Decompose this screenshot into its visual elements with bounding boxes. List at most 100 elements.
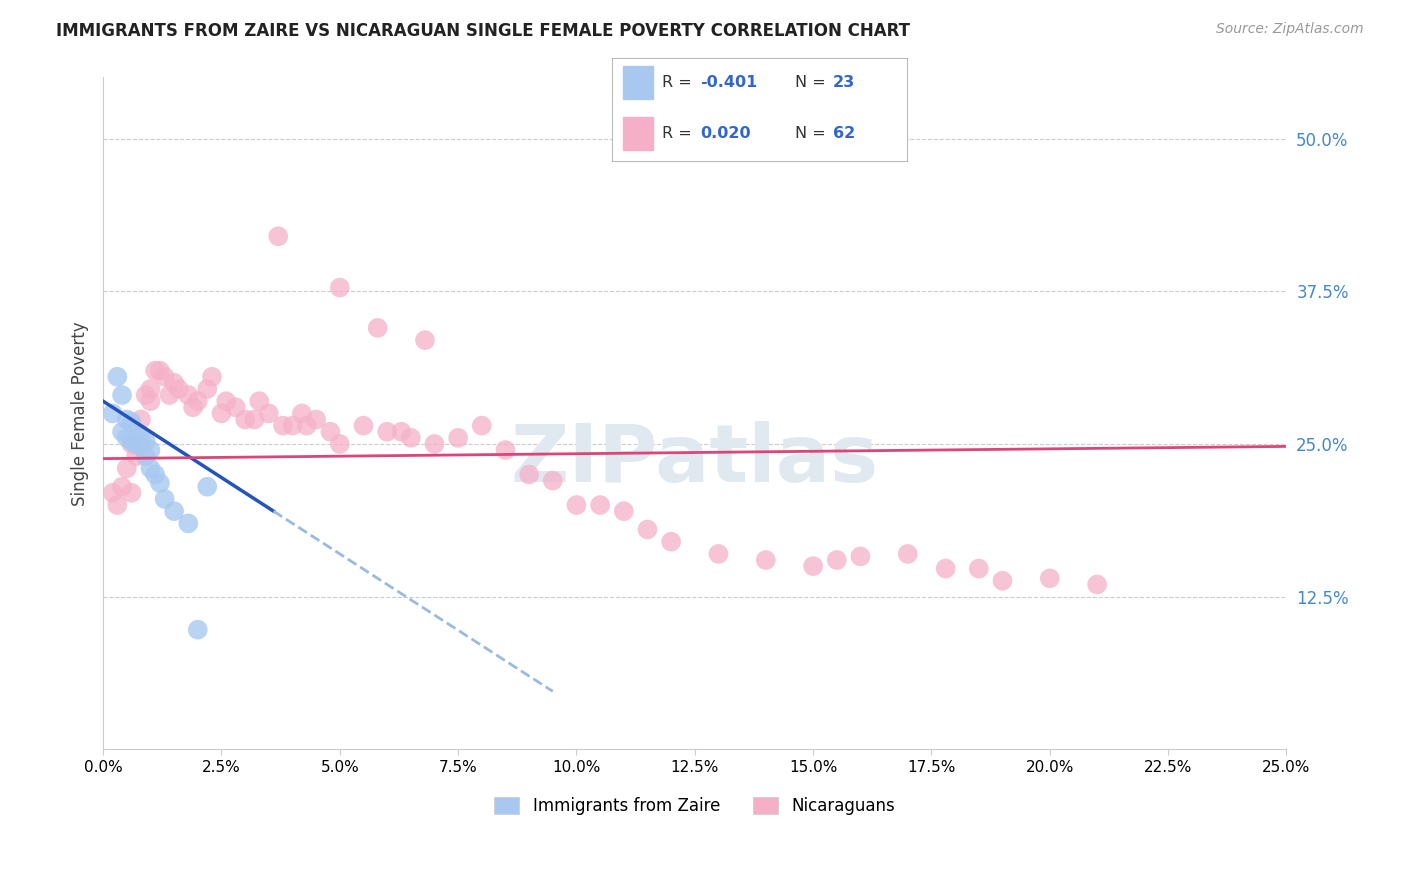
Point (187, 623, 209, 637)
Point (125, 425, 148, 439)
Point (271, 418, 294, 433)
Point (329, 437, 352, 451)
Point (167, 382, 190, 396)
Text: 62: 62 (832, 127, 855, 142)
Point (215, 394, 238, 409)
Point (423, 437, 446, 451)
Point (367, 321, 389, 335)
Point (129, 431, 152, 445)
Bar (623, 66, 652, 99)
Point (121, 485, 143, 500)
Point (101, 406, 124, 420)
Point (121, 437, 143, 451)
Point (195, 382, 218, 396)
Point (143, 467, 166, 482)
Point (101, 485, 124, 500)
Point (991, 574, 1014, 588)
Text: 0.020: 0.020 (700, 127, 751, 142)
Point (105, 498, 128, 512)
Legend: Immigrants from Zaire, Nicaraguans: Immigrants from Zaire, Nicaraguans (488, 790, 903, 822)
Point (115, 461, 138, 475)
Point (389, 425, 412, 439)
Point (157, 388, 180, 402)
Point (115, 412, 138, 426)
Point (187, 394, 209, 409)
Text: IMMIGRANTS FROM ZAIRE VS NICARAGUAN SINGLE FEMALE POVERTY CORRELATION CHART: IMMIGRANTS FROM ZAIRE VS NICARAGUAN SING… (56, 22, 910, 40)
Point (105, 369, 128, 384)
Point (305, 412, 328, 426)
Point (143, 364, 166, 378)
Point (163, 376, 186, 390)
Point (163, 504, 186, 518)
Text: -0.401: -0.401 (700, 75, 758, 90)
Text: N =: N = (794, 127, 831, 142)
Point (637, 523, 659, 537)
Point (135, 449, 157, 463)
Point (181, 401, 204, 415)
Point (801, 559, 824, 574)
Y-axis label: Single Female Poverty: Single Female Poverty (72, 321, 89, 506)
Point (121, 434, 143, 449)
Point (541, 474, 564, 488)
Point (257, 406, 280, 420)
Point (135, 434, 157, 449)
Point (319, 425, 342, 439)
Point (849, 549, 872, 564)
Point (247, 394, 270, 409)
Point (149, 476, 172, 491)
Point (139, 443, 162, 458)
Point (825, 553, 848, 567)
Point (233, 412, 256, 426)
Point (129, 412, 152, 426)
Point (177, 516, 200, 531)
Text: N =: N = (794, 75, 831, 90)
Point (413, 333, 436, 347)
Bar (623, 118, 652, 150)
Text: R =: R = (662, 75, 697, 90)
Point (935, 561, 957, 575)
Point (589, 498, 612, 512)
Point (295, 418, 318, 433)
Point (139, 382, 162, 396)
Point (225, 401, 247, 415)
Point (329, 280, 352, 294)
Text: Source: ZipAtlas.com: Source: ZipAtlas.com (1216, 22, 1364, 37)
Point (967, 561, 990, 575)
Point (149, 364, 172, 378)
Point (125, 449, 148, 463)
Point (353, 418, 375, 433)
Point (111, 425, 134, 439)
Point (281, 418, 304, 433)
Point (1039, 571, 1062, 585)
Point (121, 415, 143, 429)
Point (153, 369, 176, 384)
Point (139, 461, 162, 475)
Text: 23: 23 (832, 75, 855, 90)
Point (613, 504, 636, 518)
Point (153, 491, 176, 506)
Point (375, 425, 398, 439)
Point (495, 443, 517, 458)
Point (211, 406, 233, 420)
Point (659, 534, 682, 549)
Point (897, 547, 920, 561)
Point (139, 394, 162, 409)
Point (1085, 577, 1108, 591)
Point (177, 388, 200, 402)
Point (447, 431, 470, 445)
Point (471, 418, 494, 433)
Text: ZIPatlas: ZIPatlas (510, 421, 879, 500)
Point (517, 467, 540, 482)
Point (111, 480, 134, 494)
Point (243, 412, 266, 426)
Point (115, 431, 138, 445)
Point (125, 437, 148, 451)
Point (707, 547, 730, 561)
Text: R =: R = (662, 127, 697, 142)
Point (111, 388, 134, 402)
Point (291, 406, 314, 420)
Point (755, 553, 778, 567)
Point (565, 498, 588, 512)
Point (267, 229, 290, 244)
Point (195, 480, 218, 494)
